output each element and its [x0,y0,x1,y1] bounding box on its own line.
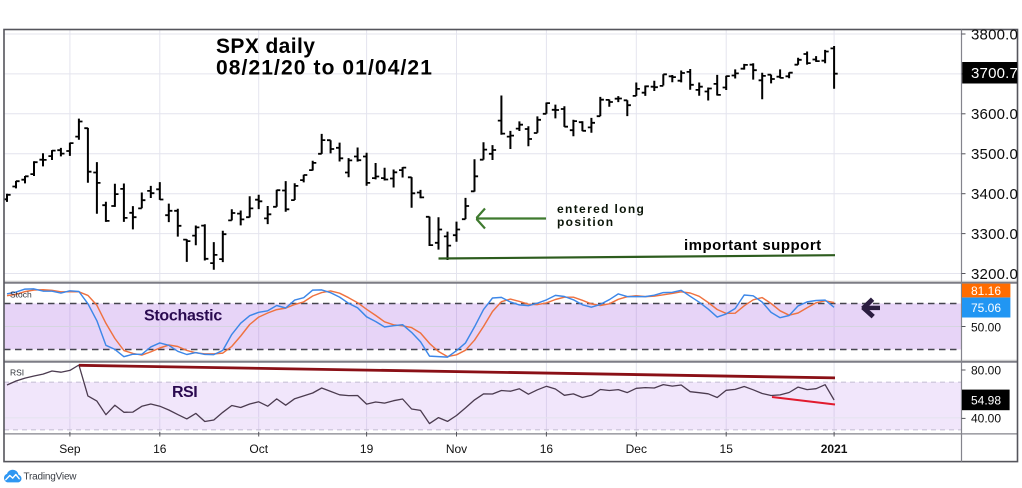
svg-text:54.98: 54.98 [971,393,1001,407]
svg-text:3800.0: 3800.0 [971,26,1018,43]
svg-text:RSI: RSI [10,368,24,378]
svg-text:75.06: 75.06 [971,301,1001,315]
svg-text:80.00: 80.00 [971,363,1001,377]
svg-text:16: 16 [540,442,554,456]
svg-text:81.16: 81.16 [971,284,1001,298]
svg-text:15: 15 [720,442,734,456]
svg-text:3300.0: 3300.0 [971,226,1018,243]
svg-text:Dec: Dec [626,442,647,456]
svg-text:2021: 2021 [821,442,848,456]
svg-text:16: 16 [153,442,167,456]
svg-text:important support: important support [684,237,822,254]
svg-text:40.00: 40.00 [971,412,1001,426]
svg-text:08/21/20 to 01/04/21: 08/21/20 to 01/04/21 [216,57,433,80]
svg-text:19: 19 [360,442,374,456]
svg-text:3500.0: 3500.0 [971,146,1018,163]
svg-text:50.00: 50.00 [971,320,1001,334]
svg-text:RSI: RSI [172,384,197,401]
svg-text:3700.7: 3700.7 [971,65,1018,82]
svg-text:3200.0: 3200.0 [971,266,1018,283]
svg-text:Stochastic: Stochastic [144,308,222,325]
svg-text:SPX daily: SPX daily [216,35,315,58]
svg-text:TradingView: TradingView [24,472,78,483]
svg-text:Oct: Oct [249,442,268,456]
svg-text:entered long: entered long [557,202,645,216]
svg-text:Sep: Sep [59,442,81,456]
svg-text:3600.0: 3600.0 [971,106,1018,123]
svg-text:Stoch: Stoch [10,290,32,300]
svg-text:3400.0: 3400.0 [971,186,1018,203]
svg-text:position: position [557,215,614,229]
svg-text:Nov: Nov [446,442,467,456]
